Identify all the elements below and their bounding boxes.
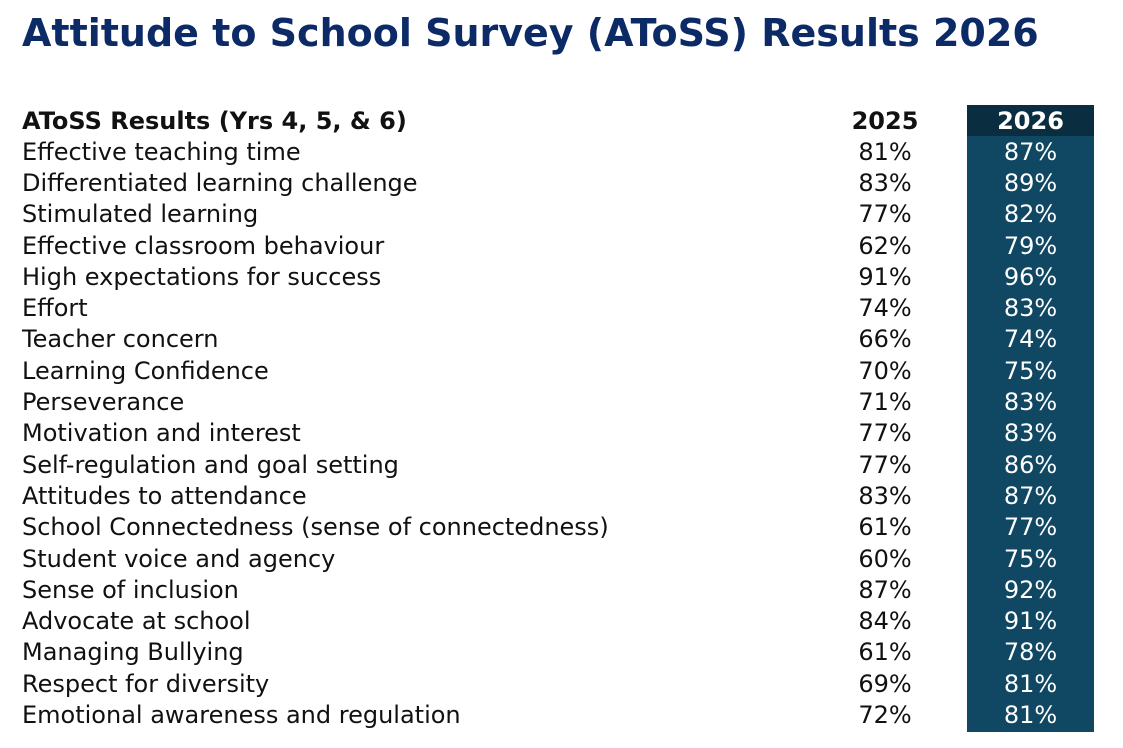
table-row: Effective classroom behaviour 62% 79%: [22, 230, 1094, 261]
row-label: Student voice and agency: [22, 544, 336, 573]
row-label: Differentiated learning challenge: [22, 168, 418, 197]
row-label: Attitudes to attendance: [22, 481, 307, 510]
value-2026: 86%: [1003, 450, 1058, 479]
value-2026: 87%: [1003, 137, 1058, 166]
table-header-row: AToSS Results (Yrs 4, 5, & 6) 2025 2026: [22, 105, 1094, 136]
value-2025: 87%: [858, 575, 912, 604]
value-2025: 60%: [858, 544, 912, 573]
row-label: Perseverance: [22, 388, 185, 417]
value-2025: 84%: [858, 607, 912, 636]
table-row: Motivation and interest 77% 83%: [22, 418, 1094, 449]
value-2025: 83%: [858, 481, 912, 510]
row-label: Stimulated learning: [22, 200, 259, 229]
value-2026: 87%: [1003, 481, 1058, 510]
value-2026: 81%: [1003, 700, 1058, 729]
value-2026: 81%: [1003, 669, 1058, 698]
table-row: Advocate at school 84% 91%: [22, 605, 1094, 636]
value-2026: 75%: [1003, 544, 1058, 573]
row-label: High expectations for success: [22, 262, 382, 291]
results-table: AToSS Results (Yrs 4, 5, & 6) 2025 2026 …: [22, 105, 1094, 731]
table-row: School Connectedness (sense of connected…: [22, 512, 1094, 543]
value-2026: 78%: [1003, 638, 1058, 667]
table-row: Effort 74% 83%: [22, 292, 1094, 323]
value-2025: 77%: [858, 200, 912, 229]
table-row: Learning Confidence 70% 75%: [22, 355, 1094, 386]
col-2026-header-highlight: [967, 105, 1094, 136]
value-2025: 77%: [858, 450, 912, 479]
page-title: Attitude to School Survey (AToSS) Result…: [22, 11, 1039, 55]
value-2026: 83%: [1003, 419, 1058, 448]
value-2026: 75%: [1003, 356, 1058, 385]
row-label: Learning Confidence: [22, 356, 269, 385]
value-2026: 79%: [1003, 231, 1058, 260]
table-row: Emotional awareness and regulation 72% 81%: [22, 699, 1094, 730]
row-label: Effective teaching time: [22, 137, 301, 166]
table-row: Self-regulation and goal setting 77% 86%: [22, 449, 1094, 480]
value-2025: 61%: [858, 513, 912, 542]
value-2025: 77%: [858, 419, 912, 448]
header-2026: 2026: [997, 106, 1064, 135]
table-row: Effective teaching time 81% 87%: [22, 136, 1094, 167]
value-2026: 92%: [1003, 575, 1058, 604]
row-label: School Connectedness (sense of connected…: [22, 513, 609, 542]
table-row: Sense of inclusion 87% 92%: [22, 574, 1094, 605]
value-2025: 66%: [858, 325, 912, 354]
row-label: Advocate at school: [22, 607, 251, 636]
value-2025: 70%: [858, 356, 912, 385]
value-2026: 82%: [1003, 200, 1058, 229]
value-2025: 62%: [858, 231, 912, 260]
value-2025: 91%: [858, 262, 912, 291]
row-label: Self-regulation and goal setting: [22, 450, 399, 479]
value-2026: 91%: [1003, 607, 1058, 636]
table-row: High expectations for success 91% 96%: [22, 261, 1094, 292]
table-row: Attitudes to attendance 83% 87%: [22, 480, 1094, 511]
table-row: Respect for diversity 69% 81%: [22, 668, 1094, 699]
table-row: Stimulated learning 77% 82%: [22, 199, 1094, 230]
table-row: Managing Bullying 61% 78%: [22, 637, 1094, 668]
row-label: Respect for diversity: [22, 669, 270, 698]
row-label: Sense of inclusion: [22, 575, 239, 604]
value-2025: 74%: [858, 294, 912, 323]
value-2026: 77%: [1003, 513, 1058, 542]
row-label: Teacher concern: [22, 325, 219, 354]
value-2025: 71%: [858, 388, 912, 417]
row-label: Effort: [22, 294, 88, 323]
value-2025: 81%: [858, 137, 912, 166]
value-2026: 83%: [1003, 294, 1058, 323]
table-row: Differentiated learning challenge 83% 89%: [22, 167, 1094, 198]
col-2026-highlight: [967, 105, 1094, 732]
table-row: Student voice and agency 60% 75%: [22, 543, 1094, 574]
value-2025: 72%: [858, 700, 912, 729]
row-label: Effective classroom behaviour: [22, 231, 385, 260]
header-2025: 2025: [851, 106, 919, 135]
value-2026: 74%: [1003, 325, 1058, 354]
value-2026: 83%: [1003, 388, 1058, 417]
table-body: Effective teaching time 81% 87% Differentia…: [22, 136, 1094, 731]
row-label: Managing Bullying: [22, 638, 244, 667]
row-label: Motivation and interest: [22, 419, 301, 448]
row-label: Emotional awareness and regulation: [22, 700, 461, 729]
value-2026: 89%: [1003, 168, 1058, 197]
value-2025: 83%: [858, 168, 912, 197]
table-row: Perseverance 71% 83%: [22, 386, 1094, 417]
value-2025: 69%: [858, 669, 912, 698]
header-label: AToSS Results (Yrs 4, 5, & 6): [22, 106, 407, 135]
value-2026: 96%: [1003, 262, 1058, 291]
value-2025: 61%: [858, 638, 912, 667]
table-row: Teacher concern 66% 74%: [22, 324, 1094, 355]
